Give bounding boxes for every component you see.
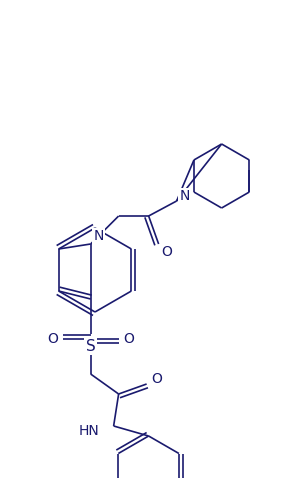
Text: S: S [86, 339, 95, 354]
Text: O: O [123, 332, 134, 346]
Text: O: O [161, 245, 172, 259]
Text: N: N [93, 229, 104, 243]
Text: O: O [151, 372, 162, 386]
Text: O: O [47, 332, 58, 346]
Text: HN: HN [79, 424, 100, 438]
Text: N: N [179, 189, 190, 203]
